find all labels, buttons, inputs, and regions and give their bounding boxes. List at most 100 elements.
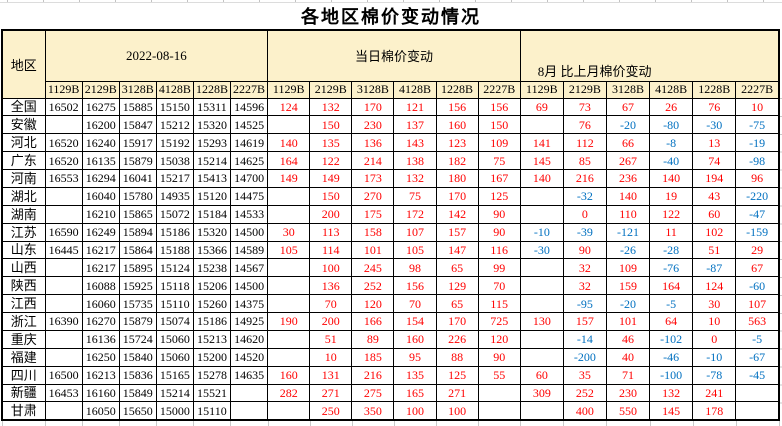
monthly-change-cell[interactable]: -80	[649, 115, 694, 135]
daily-change-cell[interactable]: 90	[477, 222, 521, 242]
monthly-change-cell[interactable]: 145	[649, 401, 694, 421]
price-cell[interactable]: 15060	[155, 329, 194, 349]
monthly-change-cell[interactable]: -26	[605, 240, 651, 260]
price-cell[interactable]: 14620	[229, 329, 269, 349]
grade-header-3128B[interactable]: 3128B	[351, 80, 395, 99]
price-cell[interactable]: 15212	[155, 115, 194, 135]
daily-change-cell[interactable]: 275	[351, 383, 395, 403]
price-cell[interactable]: 16135	[81, 151, 120, 170]
monthly-change-cell[interactable]: 10	[735, 97, 780, 117]
price-cell[interactable]: 14589	[229, 240, 269, 260]
monthly-change-cell[interactable]: -87	[692, 258, 737, 278]
price-cell[interactable]: 15650	[118, 401, 157, 421]
daily-change-cell[interactable]	[267, 186, 311, 206]
daily-change-cell[interactable]	[267, 258, 311, 278]
monthly-change-cell[interactable]: -5	[735, 329, 780, 349]
daily-change-cell[interactable]	[267, 347, 311, 367]
daily-change-cell[interactable]: 120	[477, 329, 521, 349]
price-cell[interactable]	[44, 276, 83, 296]
price-cell[interactable]: 15238	[192, 258, 231, 278]
price-cell[interactable]: 14567	[229, 258, 269, 278]
daily-change-cell[interactable]: 132	[309, 97, 353, 117]
grade-header-2227B[interactable]: 2227B	[477, 80, 521, 99]
monthly-change-cell[interactable]: -220	[735, 186, 780, 206]
monthly-change-cell[interactable]: -67	[735, 347, 780, 367]
price-cell[interactable]: 15836	[118, 365, 157, 385]
price-cell[interactable]: 16275	[81, 97, 120, 117]
monthly-change-cell[interactable]: 132	[649, 383, 694, 403]
monthly-change-cell[interactable]: 73	[562, 97, 607, 117]
region-cell[interactable]: 陕西	[1, 276, 46, 296]
daily-change-cell[interactable]: 137	[393, 115, 437, 135]
monthly-change-cell[interactable]: 67	[605, 97, 651, 117]
monthly-change-cell[interactable]: -32	[562, 186, 607, 206]
price-cell[interactable]: 15735	[118, 294, 157, 313]
price-cell[interactable]	[44, 401, 83, 421]
daily-change-cell[interactable]: 135	[309, 133, 353, 153]
daily-change-cell[interactable]: 113	[309, 222, 353, 242]
daily-change-cell[interactable]: 149	[267, 169, 311, 188]
monthly-change-cell[interactable]: 130	[519, 312, 564, 331]
daily-change-cell[interactable]: 200	[309, 204, 353, 224]
daily-change-cell[interactable]: 158	[351, 222, 395, 242]
price-cell[interactable]: 16240	[81, 133, 120, 153]
daily-change-cell[interactable]: 138	[393, 151, 437, 170]
monthly-change-cell[interactable]: 74	[692, 151, 737, 170]
daily-change-cell[interactable]: 166	[351, 312, 395, 331]
monthly-change-cell[interactable]: -75	[735, 115, 780, 135]
monthly-change-cell[interactable]: -8	[649, 133, 694, 153]
daily-change-cell[interactable]: 725	[477, 312, 521, 331]
daily-change-cell[interactable]	[267, 294, 311, 313]
monthly-change-cell[interactable]: 157	[562, 312, 607, 331]
monthly-change-cell[interactable]: 60	[519, 365, 564, 385]
daily-change-cell[interactable]: 30	[267, 222, 311, 242]
price-cell[interactable]: 16217	[81, 240, 120, 260]
grade-header-2129B[interactable]: 2129B	[562, 80, 607, 99]
monthly-change-cell[interactable]: 140	[649, 169, 694, 188]
daily-change-cell[interactable]: 180	[435, 169, 479, 188]
monthly-change-cell[interactable]	[519, 276, 564, 296]
grade-header-1228B[interactable]: 1228B	[692, 80, 737, 99]
grade-header-1228B[interactable]: 1228B	[192, 80, 231, 99]
monthly-change-cell[interactable]: 110	[605, 204, 651, 224]
monthly-change-cell[interactable]: 35	[562, 365, 607, 385]
monthly-change-cell[interactable]	[519, 204, 564, 224]
price-cell[interactable]: 14700	[229, 169, 269, 188]
monthly-change-cell[interactable]: 236	[605, 169, 651, 188]
price-cell[interactable]: 15840	[118, 347, 157, 367]
price-cell[interactable]: 15110	[155, 294, 194, 313]
monthly-change-cell[interactable]	[519, 186, 564, 206]
region-cell[interactable]: 福建	[1, 347, 46, 367]
price-cell[interactable]: 16041	[118, 169, 157, 188]
daily-change-cell[interactable]: 55	[477, 365, 521, 385]
price-cell[interactable]: 15150	[155, 97, 194, 117]
price-cell[interactable]: 15894	[118, 222, 157, 242]
daily-change-cell[interactable]: 271	[309, 383, 353, 403]
price-cell[interactable]: 15072	[155, 204, 194, 224]
monthly-change-cell[interactable]: -28	[649, 240, 694, 260]
region-cell[interactable]: 山西	[1, 258, 46, 278]
price-cell[interactable]: 14596	[229, 97, 269, 117]
price-cell[interactable]	[44, 347, 83, 367]
daily-change-cell[interactable]: 136	[309, 276, 353, 296]
daily-change-cell[interactable]: 75	[393, 186, 437, 206]
daily-change-cell[interactable]: 250	[309, 401, 353, 421]
price-cell[interactable]: 15849	[118, 383, 157, 403]
daily-change-cell[interactable]: 170	[351, 97, 395, 117]
daily-change-cell[interactable]: 216	[351, 365, 395, 385]
daily-change-cell[interactable]: 252	[351, 276, 395, 296]
daily-change-cell[interactable]: 65	[435, 294, 479, 313]
monthly-change-cell[interactable]: -14	[562, 329, 607, 349]
price-cell[interactable]: 16294	[81, 169, 120, 188]
monthly-change-cell[interactable]: 102	[692, 222, 737, 242]
daily-change-cell[interactable]: 129	[435, 276, 479, 296]
price-cell[interactable]	[44, 186, 83, 206]
daily-change-cell[interactable]: 132	[393, 169, 437, 188]
region-cell[interactable]: 重庆	[1, 329, 46, 349]
monthly-change-cell[interactable]: 96	[735, 169, 780, 188]
monthly-change-cell[interactable]: -5	[649, 294, 694, 313]
grade-header-4128B[interactable]: 4128B	[649, 80, 694, 99]
monthly-change-cell[interactable]: -200	[562, 347, 607, 367]
price-cell[interactable]: 16060	[81, 294, 120, 313]
daily-change-cell[interactable]: 350	[351, 401, 395, 421]
